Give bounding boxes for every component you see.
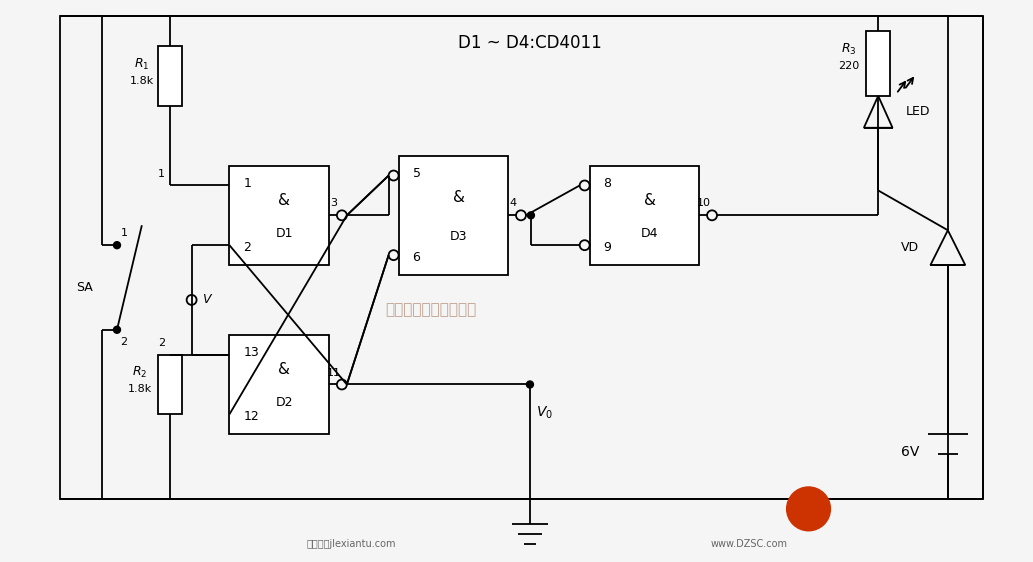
- Text: 10: 10: [697, 198, 711, 209]
- Text: LED: LED: [906, 105, 931, 119]
- Text: VD: VD: [901, 241, 919, 254]
- Text: 9: 9: [603, 241, 612, 253]
- Circle shape: [527, 381, 533, 388]
- Text: $V_0$: $V_0$: [536, 404, 554, 420]
- Text: D3: D3: [450, 230, 468, 243]
- Text: &: &: [644, 193, 656, 208]
- Text: $R_3$: $R_3$: [841, 42, 856, 57]
- Text: &: &: [278, 193, 290, 208]
- Bar: [60, 16, 982, 499]
- Text: D4: D4: [641, 226, 659, 240]
- Text: D1 ~ D4:CD4011: D1 ~ D4:CD4011: [458, 34, 602, 52]
- Circle shape: [114, 327, 121, 333]
- Bar: [229, 335, 328, 434]
- Bar: [229, 166, 328, 265]
- Circle shape: [787, 487, 831, 531]
- Text: 4: 4: [509, 198, 516, 209]
- Text: 2: 2: [121, 337, 127, 347]
- Circle shape: [528, 212, 534, 219]
- Text: 8: 8: [603, 177, 612, 190]
- Text: 220: 220: [838, 61, 859, 71]
- Text: &: &: [452, 190, 465, 205]
- Text: www.DZSC.com: www.DZSC.com: [711, 539, 787, 549]
- Text: 5: 5: [412, 167, 420, 180]
- Bar: [590, 166, 699, 265]
- Bar: [867, 31, 890, 96]
- Text: 1.8k: 1.8k: [130, 76, 154, 86]
- Bar: [158, 355, 182, 414]
- Text: 11: 11: [326, 368, 341, 378]
- Text: &: &: [278, 362, 290, 377]
- Text: 2: 2: [244, 241, 251, 253]
- Text: D2: D2: [276, 396, 293, 409]
- Text: 专业电子jlexiantu.com: 专业电子jlexiantu.com: [306, 539, 396, 549]
- Text: 6: 6: [412, 251, 420, 264]
- Text: 1: 1: [244, 177, 251, 190]
- Text: $R_1$: $R_1$: [134, 57, 150, 71]
- Text: $R_2$: $R_2$: [132, 365, 148, 380]
- Text: 2: 2: [158, 338, 165, 348]
- Text: 13: 13: [244, 346, 259, 359]
- Text: 杭州将睿科技有限公司: 杭州将睿科技有限公司: [385, 302, 476, 318]
- Text: 6V: 6V: [901, 445, 919, 459]
- Text: 1: 1: [158, 169, 165, 179]
- Bar: [158, 46, 182, 106]
- Text: 1: 1: [121, 228, 127, 238]
- Text: 维库: 维库: [803, 504, 814, 514]
- Text: 3: 3: [331, 198, 338, 209]
- Text: 12: 12: [244, 410, 259, 423]
- Bar: [399, 156, 508, 275]
- Text: SA: SA: [75, 281, 93, 294]
- Circle shape: [114, 242, 121, 248]
- Text: V: V: [202, 293, 211, 306]
- Text: 1.8k: 1.8k: [128, 384, 152, 395]
- Text: D1: D1: [276, 226, 293, 240]
